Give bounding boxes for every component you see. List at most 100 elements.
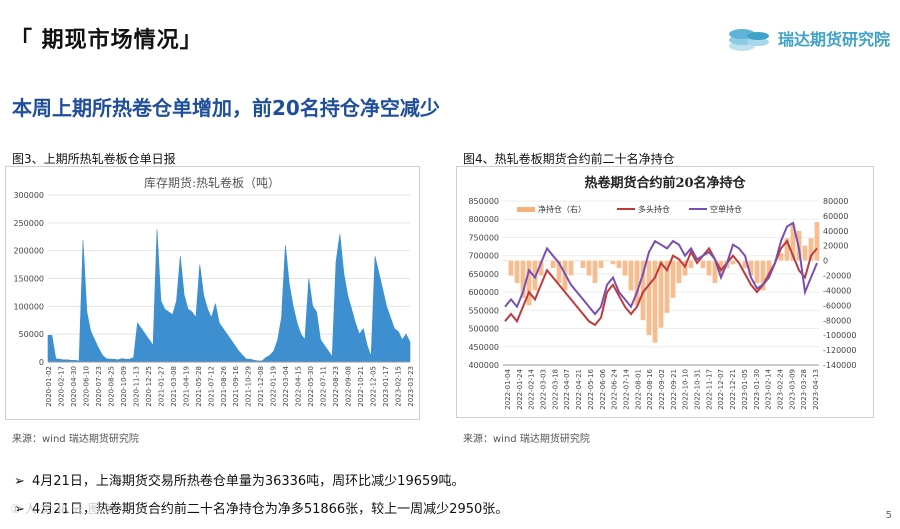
x-tick-label: 2023-02-15 [395, 366, 403, 407]
net-position-bar [736, 260, 742, 262]
right-y-tick-label: 80000 [823, 197, 848, 206]
x-tick-label: 2022-11-17 [705, 369, 713, 410]
net-position-bar [628, 260, 634, 291]
arrow-bullet-icon: ➢ [14, 474, 25, 489]
x-tick-label: 2020-12-25 [145, 366, 153, 407]
net-position-bar [700, 260, 706, 269]
logo-text: 瑞达期货研究院 [778, 30, 891, 49]
net-position-bar [664, 260, 670, 313]
right-y-tick-label: 0 [823, 257, 828, 266]
x-tick-label: 2023-03-09 [788, 369, 796, 410]
x-tick-label: 2020-04-30 [70, 366, 78, 407]
x-tick-label: 2022-01-19 [270, 366, 278, 407]
x-tick-label: 2020-11-13 [132, 366, 140, 407]
x-tick-label: 2022-05-16 [587, 368, 595, 409]
net-position-bar [508, 260, 514, 276]
right-figure-caption: 图4、热轧卷板期货合约前二十名净持仓 [463, 152, 675, 166]
net-position-bar [688, 260, 694, 269]
x-tick-label: 2022-12-07 [717, 369, 725, 410]
x-tick-label: 2023-02-14 [765, 368, 773, 409]
warehouse-receipt-chart: 库存期货:热轧卷板（吨） 0 50000 100000 150000 200000 2500… [13, 175, 415, 407]
x-tick-label: 2021-04-19 [182, 366, 190, 407]
x-tick-label: 2022-09-21 [670, 369, 678, 410]
x-tick-label: 2021-05-28 [195, 366, 203, 407]
net-position-bar [694, 260, 700, 262]
net-position-bar [814, 222, 820, 261]
x-tick-label: 2023-04-13 [812, 369, 820, 410]
x-tick-label: 2022-10-10 [682, 369, 690, 410]
net-position-bar [520, 260, 526, 298]
net-position-bar [790, 223, 796, 261]
right-y-tick-label: -140000 [823, 361, 856, 370]
y-tick-label: 300000 [13, 191, 44, 200]
x-tick-label: 2022-07-11 [320, 366, 328, 407]
net-position-bar [580, 260, 586, 269]
y-tick-label: 0 [39, 358, 44, 367]
net-position-bar [616, 260, 622, 269]
legend-label: 空单持仓 [710, 204, 742, 214]
net-position-bar [526, 260, 532, 306]
x-tick-label: 2022-07-14 [622, 368, 630, 409]
x-tick-label: 2023-01-05 [741, 369, 749, 410]
net-position-bar [502, 260, 508, 262]
x-tick-label: 2021-01-27 [157, 366, 165, 407]
x-tick-label: 2022-03-03 [540, 369, 548, 410]
x-tick-label: 2021-12-08 [257, 366, 265, 407]
net-position-bar [556, 260, 562, 283]
net-position-bar [646, 260, 652, 336]
x-tick-label: 2022-04-15 [295, 366, 303, 407]
net-position-bar [622, 260, 628, 276]
net-position-bar [592, 260, 598, 283]
x-tick-label: 2022-02-14 [528, 368, 536, 409]
bullet-text-1: 4月21日，上海期货交易所热卷仓单量为36336吨，周环比减少19659吨。 [32, 474, 465, 489]
chart-title: 热卷期货合约前20名净持仓 [584, 175, 746, 191]
page-number: 5 [885, 510, 892, 521]
y-tick-label: 100000 [13, 302, 44, 311]
net-position-bar [802, 245, 808, 261]
x-tick-label: 2023-02-24 [776, 368, 784, 409]
left-y-tick-label: 850000 [468, 197, 499, 206]
x-tick-label: 2022-08-16 [646, 368, 654, 409]
net-position-bar [784, 238, 790, 261]
x-tick-label: 2022-06-06 [599, 368, 607, 409]
x-tick-label: 2022-04-21 [575, 369, 583, 410]
right-chart-frame: 热卷期货合约前20名净持仓 400000 450000 500000 550000 600… [456, 166, 874, 418]
x-tick-label: 2021-10-29 [245, 366, 253, 407]
right-y-tick-label: -120000 [823, 346, 856, 355]
left-chart-frame: 库存期货:热轧卷板（吨） 0 50000 100000 150000 200000 2500… [5, 166, 420, 420]
x-tick-label: 2022-03-04 [282, 365, 290, 406]
section-title: 「 期现市场情况」 [10, 28, 203, 53]
legend-label: 净持仓（右） [538, 204, 586, 214]
x-tick-label: 2023-01-30 [753, 369, 761, 410]
x-tick-label: 2022-10-31 [694, 369, 702, 410]
short-position-line [504, 221, 818, 316]
net-position-bar [730, 260, 736, 265]
net-position-bar [610, 260, 616, 265]
left-figure-caption: 图3、上期所热轧卷板仓单日报 [12, 152, 176, 166]
bullet-text-2: 4月21日，热卷期货合约前二十名净持仓为净多51866张，较上一周减少2950张… [32, 502, 509, 517]
headline: 本周上期所热卷仓单增加，前20名持仓净空减少 [12, 96, 440, 120]
bullet-item-2: ➢ 4月21日，热卷期货合约前二十名净持仓为净多51866张，较上一周减少2950… [14, 498, 508, 517]
net-position-bar [652, 260, 658, 343]
x-tick-label: 2022-08-01 [634, 369, 642, 410]
left-y-tick-label: 700000 [468, 252, 499, 261]
left-y-tick-label: 800000 [468, 215, 499, 224]
chart-title: 库存期货:热轧卷板（吨） [144, 175, 280, 190]
x-tick-label: 2020-07-23 [95, 366, 103, 407]
net-position-bar [514, 260, 520, 283]
x-tick-label: 2021-09-16 [232, 365, 240, 406]
right-y-tick-label: -20000 [823, 272, 851, 281]
left-y-tick-label: 750000 [468, 233, 499, 242]
x-tick-label: 2023-03-23 [407, 366, 415, 407]
x-tick-label: 2020-01-02 [45, 366, 53, 407]
inventory-area-series [47, 229, 411, 363]
x-tick-label: 2021-08-26 [220, 365, 228, 406]
net-position-chart: 热卷期货合约前20名净持仓400000450000500000550000600… [468, 175, 856, 410]
left-y-tick-label: 450000 [468, 343, 499, 352]
net-position-bar [550, 260, 556, 269]
net-position-bar [718, 260, 724, 276]
net-position-bar [670, 260, 676, 298]
net-position-bar [742, 260, 748, 269]
x-tick-label: 2022-10-21 [357, 366, 365, 407]
y-tick-label: 150000 [13, 275, 44, 284]
